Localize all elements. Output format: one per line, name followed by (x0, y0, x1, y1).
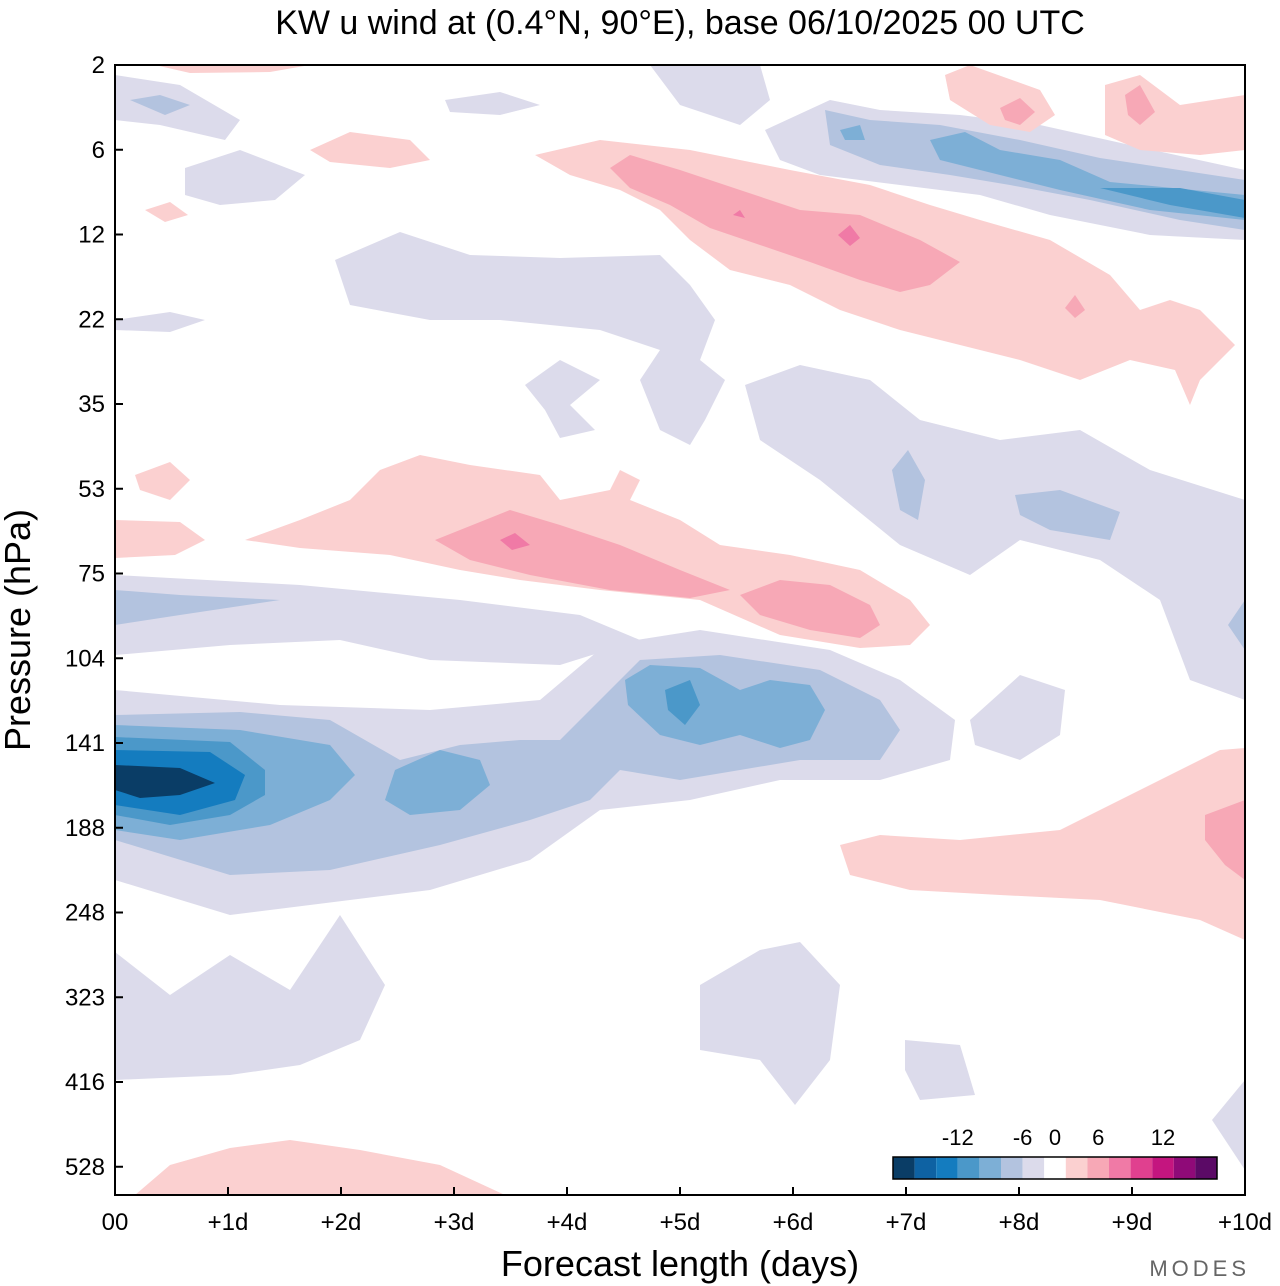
y-tick-label: 2 (92, 52, 105, 79)
colorbar-swatch (1044, 1157, 1066, 1179)
x-tick-label: +10d (1218, 1209, 1272, 1236)
y-tick-label: 6 (92, 137, 105, 164)
contour-neg2-day8b (905, 1040, 975, 1100)
colorbar-swatch (1130, 1157, 1153, 1179)
contour-neg6-upper2 (840, 125, 865, 140)
y-tick-label: 323 (65, 984, 105, 1011)
colorbar-swatch (1022, 1157, 1045, 1179)
colorbar-tick-label: 0 (1049, 1125, 1061, 1150)
contour-pos2-53 (115, 520, 205, 558)
y-tick-label: 35 (78, 391, 105, 418)
contour-pos6-lower-strat (500, 533, 530, 550)
contour-pos2-528 (135, 1140, 505, 1195)
contour-pos4-day6 (740, 580, 880, 638)
modes-logo: MODES (1149, 1256, 1250, 1281)
contour-pos6-upper (838, 225, 860, 246)
contour-neg2-corner (1212, 1080, 1245, 1170)
x-tick-label: +1d (208, 1209, 249, 1236)
contour-neg2-lower-trop (115, 915, 385, 1080)
x-tick-label: 00 (102, 1209, 129, 1236)
contour-neg8-upper (1100, 188, 1245, 218)
contour-pos4-3hpa (1000, 98, 1035, 125)
contour-pos2-lower-trop (840, 748, 1245, 940)
y-tick-label: 528 (65, 1154, 105, 1181)
y-tick-label: 53 (78, 476, 105, 503)
colorbar-frame (892, 1156, 1218, 1180)
chart-title: KW u wind at (0.4°N, 90°E), base 06/10/2… (275, 4, 1085, 42)
contour-pos4-lower-trop (1205, 800, 1245, 880)
x-tick-label: +6d (773, 1209, 814, 1236)
colorbar-swatch (979, 1157, 1001, 1179)
colorbar-tick-label: -12 (942, 1125, 974, 1150)
colorbar-swatch (936, 1157, 958, 1179)
contour-pos6-upper2 (733, 210, 745, 218)
contour-pos2-3hpa-b (1105, 75, 1245, 155)
contour-neg4-75 (115, 590, 280, 625)
contour-pos2-53b (135, 462, 190, 500)
x-tick-label: +3d (434, 1209, 475, 1236)
y-axis: 2 6 12 22 35 53 75 104 141 188 248 323 416 528 (65, 52, 123, 1181)
contour-pos4-lower-strat (435, 510, 730, 598)
contour-pos4-upper (610, 155, 960, 292)
y-tick-label: 104 (65, 645, 105, 672)
colorbar-tick-label: 6 (1092, 1125, 1104, 1150)
y-tick-label: 12 (78, 222, 105, 249)
contour-neg4-day8b (1015, 490, 1120, 540)
contour-neg2-35hpa (525, 360, 600, 438)
colorbar-swatch (914, 1157, 937, 1179)
colorbar-swatch (957, 1157, 980, 1179)
contour-neg4-day8 (892, 450, 925, 520)
contour-neg2-ur (650, 65, 770, 125)
contour-neg4-day10 (1228, 600, 1245, 650)
contour-neg2-18hpa (115, 312, 205, 332)
y-axis-label: Pressure (hPa) (0, 509, 38, 751)
contour-neg6-day5 (625, 665, 825, 748)
colorbar: -12 -6 0 6 12 (892, 1125, 1218, 1180)
colorbar-swatch (1173, 1157, 1196, 1179)
colorbar-tick-label: 12 (1151, 1125, 1175, 1150)
contour-fill (115, 65, 1245, 1195)
contour-pos2-6hpa (310, 132, 430, 168)
y-tick-label: 75 (78, 561, 105, 588)
colorbar-swatch (1109, 1157, 1131, 1179)
x-axis-label: Forecast length (days) (501, 1243, 859, 1284)
contour-neg2-6hpa (185, 150, 305, 205)
x-tick-label: +7d (886, 1209, 927, 1236)
contour-neg2-day8 (970, 675, 1065, 760)
colorbar-swatch (1152, 1157, 1174, 1179)
y-tick-label: 141 (65, 730, 105, 757)
contour-pos2-top (155, 65, 310, 73)
colorbar-swatch (1087, 1157, 1109, 1179)
y-tick-label: 22 (78, 306, 105, 333)
colorbar-swatch (1001, 1157, 1023, 1179)
y-tick-label: 188 (65, 815, 105, 842)
contour-neg2-east (745, 365, 1245, 700)
colorbar-swatch (1065, 1157, 1088, 1179)
y-tick-label: 248 (65, 900, 105, 927)
x-tick-label: +2d (321, 1209, 362, 1236)
contour-neg2-12hpa (335, 232, 725, 445)
colorbar-swatch (893, 1157, 915, 1179)
colorbar-swatch (1195, 1157, 1217, 1179)
contour-neg6-mid (385, 750, 490, 815)
contour-pos2-10hpa (145, 202, 188, 222)
x-tick-label: +8d (999, 1209, 1040, 1236)
y-tick-label: 416 (65, 1069, 105, 1096)
x-tick-label: +4d (547, 1209, 588, 1236)
contour-neg4-top (130, 95, 190, 115)
contour-neg2-75 (115, 575, 640, 665)
contour-neg12-core (115, 765, 215, 798)
colorbar-tick-label: -6 (1013, 1125, 1033, 1150)
contour-pos4-day9 (1065, 295, 1085, 318)
contour-neg2-4hpa (445, 92, 540, 115)
x-tick-label: +5d (660, 1209, 701, 1236)
contour-neg8-day5 (665, 680, 700, 725)
contour-neg2-day7 (700, 942, 840, 1105)
x-tick-label: +9d (1112, 1209, 1153, 1236)
x-axis: 00 +1d +2d +3d +4d +5d +6d +7d +8d +9d +10d (102, 1187, 1272, 1236)
contour-pos4-3hpa-b (1125, 85, 1155, 125)
